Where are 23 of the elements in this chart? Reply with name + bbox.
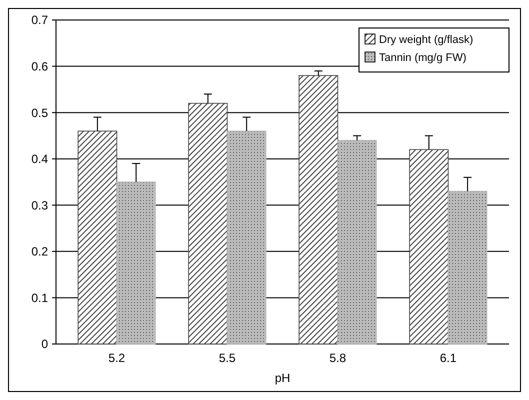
bar xyxy=(78,130,118,344)
x-tick-label: 6.1 xyxy=(440,351,457,365)
x-tick-label: 5.8 xyxy=(329,351,346,365)
y-tick-label: 0.1 xyxy=(31,290,48,305)
bar xyxy=(298,75,338,344)
y-tick-label: 0.4 xyxy=(31,152,48,166)
x-tick-label: 5.5 xyxy=(218,351,236,365)
bar xyxy=(448,190,488,344)
bar xyxy=(116,182,156,344)
y-tick-label: 0.2 xyxy=(31,244,48,259)
y-tick-label: 0.6 xyxy=(31,59,48,74)
bar xyxy=(188,102,228,344)
legend-label: Tannin (mg/g FW) xyxy=(379,52,466,64)
bar xyxy=(337,140,377,344)
x-axis-title: pH xyxy=(274,371,290,385)
bar xyxy=(409,149,449,344)
legend-label: Dry weight (g/flask) xyxy=(379,34,474,46)
y-tick-label: 0.3 xyxy=(31,198,48,212)
y-tick-label: 0.7 xyxy=(31,13,48,28)
y-tick-label: 0 xyxy=(41,337,48,352)
bar xyxy=(226,130,266,344)
y-tick-label: 0.5 xyxy=(31,106,48,120)
x-tick-label: 5.2 xyxy=(108,351,126,365)
